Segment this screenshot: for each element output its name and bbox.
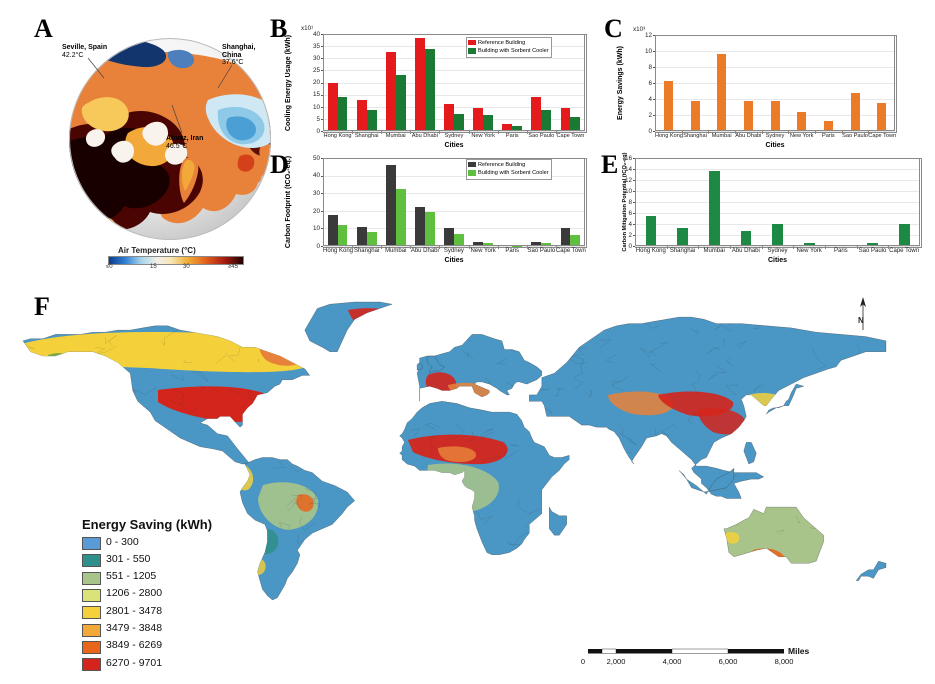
svg-text:6,000: 6,000 [719,657,738,666]
svg-text:8,000: 8,000 [775,657,794,666]
svg-text:Miles: Miles [788,646,810,656]
svg-text:0: 0 [581,657,585,666]
svg-text:2,000: 2,000 [607,657,626,666]
svg-text:N: N [858,316,864,325]
svg-text:4,000: 4,000 [663,657,682,666]
